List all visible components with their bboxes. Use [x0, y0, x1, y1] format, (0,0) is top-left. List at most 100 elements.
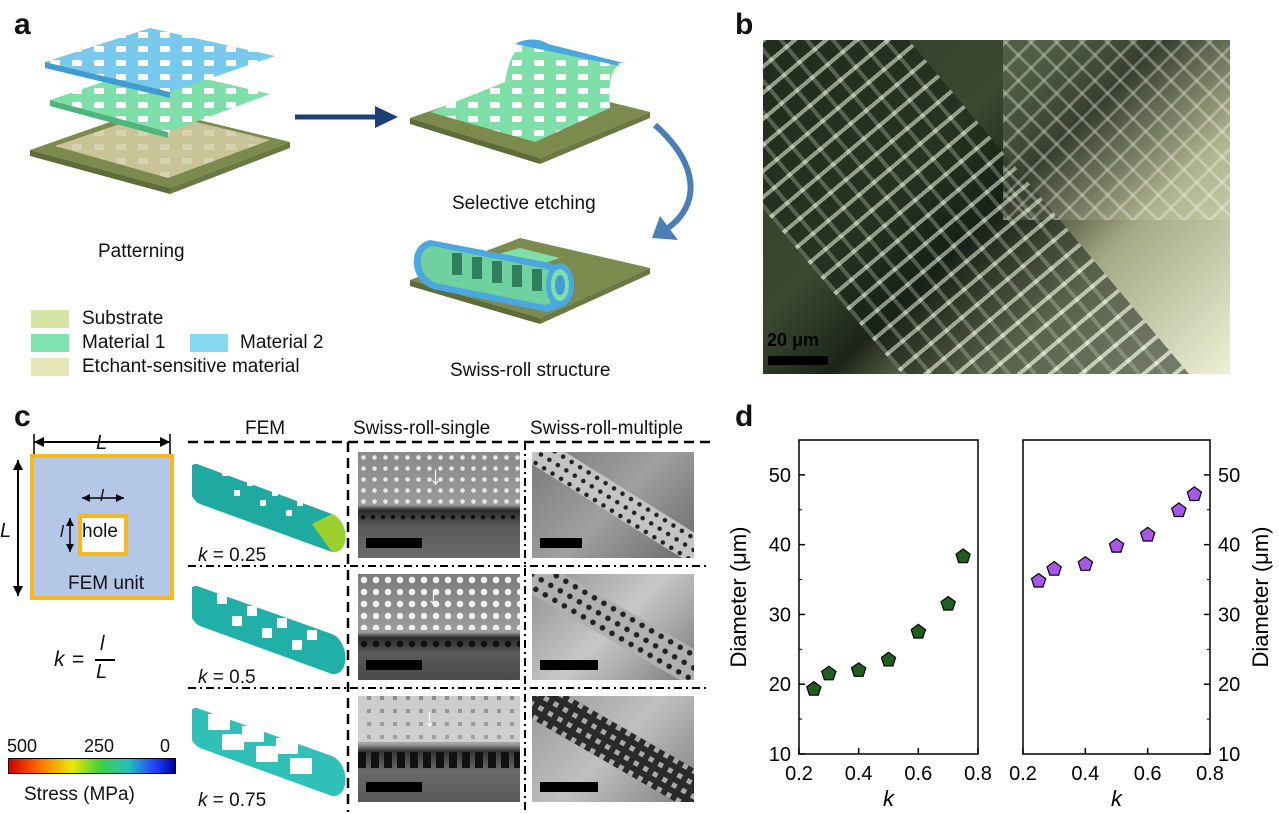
data-point	[1186, 486, 1203, 502]
scalebar	[768, 356, 828, 365]
legend-label-material-2: Material 2	[240, 332, 324, 353]
stress-colorbar	[8, 758, 176, 774]
etchant-sensitive-layer	[55, 112, 270, 178]
col-header-fem: FEM	[245, 418, 286, 439]
material-2-layer	[45, 28, 275, 98]
y-tick-label: 40	[1218, 535, 1240, 557]
legend-label-substrate: Substrate	[82, 308, 164, 329]
colorbar-tick-500: 500	[7, 736, 38, 756]
hole-length-l-top: l	[100, 486, 104, 505]
panel-c-grid	[188, 440, 710, 812]
y-tick-label: 40	[769, 535, 791, 557]
data-point	[1170, 502, 1187, 518]
y-axis-label: Diameter (μm)	[1248, 526, 1273, 667]
k-formula-k: k	[54, 648, 65, 671]
sem-multiple-k025	[532, 452, 694, 558]
data-point	[1139, 526, 1156, 542]
legend-swatch-material-2	[190, 334, 228, 352]
x-tick-label: 0.4	[845, 763, 873, 785]
legend-swatch-material-1	[31, 334, 69, 352]
scalebar	[366, 782, 422, 792]
y-tick-label: 50	[769, 465, 791, 487]
data-point	[940, 595, 957, 611]
fem-tubes	[192, 463, 346, 797]
optical-micrograph: 20 μm	[763, 40, 1230, 374]
x-tick-label: 0.8	[964, 763, 992, 785]
y-tick-label: 10	[769, 744, 791, 766]
panel-label-a: a	[14, 8, 31, 41]
scalebar-label: 20 μm	[767, 330, 820, 350]
k-formula-numerator: l	[100, 633, 105, 655]
k-formula-equals: =	[72, 648, 85, 671]
chart-left: 0.2 0.4 0.6 0.8 10 20 30 40 50 k Diameter (μm)	[726, 439, 992, 811]
sem-single-k05: ↓	[358, 574, 520, 680]
scalebar	[540, 538, 582, 548]
legend-label-material-1: Material 1	[82, 332, 166, 353]
y-tick-label: 30	[1218, 604, 1240, 626]
x-tick-label: 0.2	[1009, 763, 1037, 785]
data-point	[1030, 572, 1047, 588]
data-point	[806, 680, 822, 696]
selective-etching-illustration	[410, 39, 650, 164]
x-axis-label: k	[1111, 786, 1123, 811]
x-axis-label: k	[883, 786, 895, 811]
fem-unit-schematic	[13, 434, 174, 600]
fem-tube-k075	[192, 707, 346, 797]
panel-label-b: b	[735, 8, 754, 41]
y-tick-label: 30	[769, 604, 791, 626]
micrograph-bright-region	[1003, 40, 1230, 220]
sem-multiple-k075	[532, 696, 694, 802]
data-point	[1077, 555, 1094, 571]
col-header-swiss-roll-multiple: Swiss-roll-multiple	[530, 418, 684, 439]
colorbar-tick-250: 250	[84, 736, 115, 756]
panel-label-d: d	[735, 400, 754, 433]
process-arrow-right	[295, 106, 398, 128]
legend-swatch-substrate	[31, 310, 69, 328]
y-tick-label: 20	[769, 674, 791, 696]
colorbar-tick-0: 0	[160, 736, 171, 756]
colorbar-label: Stress (MPa)	[24, 784, 135, 805]
k-formula-fraction-bar	[95, 659, 115, 661]
data-point	[1046, 560, 1063, 576]
fem-tube-k025	[192, 463, 346, 553]
sem-single-k025: ↓	[358, 452, 520, 558]
panel-a-illustration	[30, 28, 694, 324]
x-tick-label: 0.6	[1134, 763, 1162, 785]
hole-label: hole	[82, 521, 118, 542]
arrow-down-icon: ↓	[429, 460, 442, 490]
swiss-roll-illustration	[410, 238, 650, 324]
y-tick-label: 50	[1218, 465, 1240, 487]
hole-length-l-side: l	[60, 522, 64, 541]
arrow-down-icon: ↓	[423, 702, 436, 732]
scalebar	[366, 538, 422, 548]
scalebar	[366, 660, 422, 670]
legend-swatch-etchant	[31, 358, 69, 376]
y-axis-label: Diameter (μm)	[726, 526, 751, 667]
y-tick-label: 20	[1218, 674, 1240, 696]
x-tick-label: 0.2	[785, 763, 813, 785]
step-selective-etching-label: Selective etching	[452, 193, 596, 214]
data-point	[1108, 537, 1125, 553]
fem-tube-k05	[192, 585, 346, 675]
arrow-down-icon: ↓	[427, 580, 440, 610]
col-header-swiss-roll-single: Swiss-roll-single	[353, 418, 491, 439]
k-row-label-05: k = 0.5	[198, 667, 256, 688]
sem-multiple-k05	[532, 574, 694, 680]
step-swiss-roll-label: Swiss-roll structure	[450, 360, 611, 381]
panel-label-c: c	[14, 400, 31, 433]
data-point	[880, 651, 897, 667]
x-tick-label: 0.8	[1196, 763, 1224, 785]
data-point	[910, 623, 927, 639]
plot-frame	[1022, 439, 1211, 755]
k-row-label-075: k = 0.75	[198, 790, 267, 811]
y-tick-label: 10	[1218, 744, 1240, 766]
x-tick-label: 0.6	[904, 763, 932, 785]
scalebar	[540, 782, 598, 792]
legend-label-etchant: Etchant-sensitive material	[82, 356, 300, 377]
plot-frame	[798, 439, 979, 755]
unit-length-L-top: L	[96, 432, 108, 454]
data-point	[820, 665, 837, 681]
data-point	[955, 548, 971, 564]
chart-right: 0.2 0.4 0.6 0.810 20 30 40 50 k Diameter (μm)	[1009, 439, 1273, 811]
